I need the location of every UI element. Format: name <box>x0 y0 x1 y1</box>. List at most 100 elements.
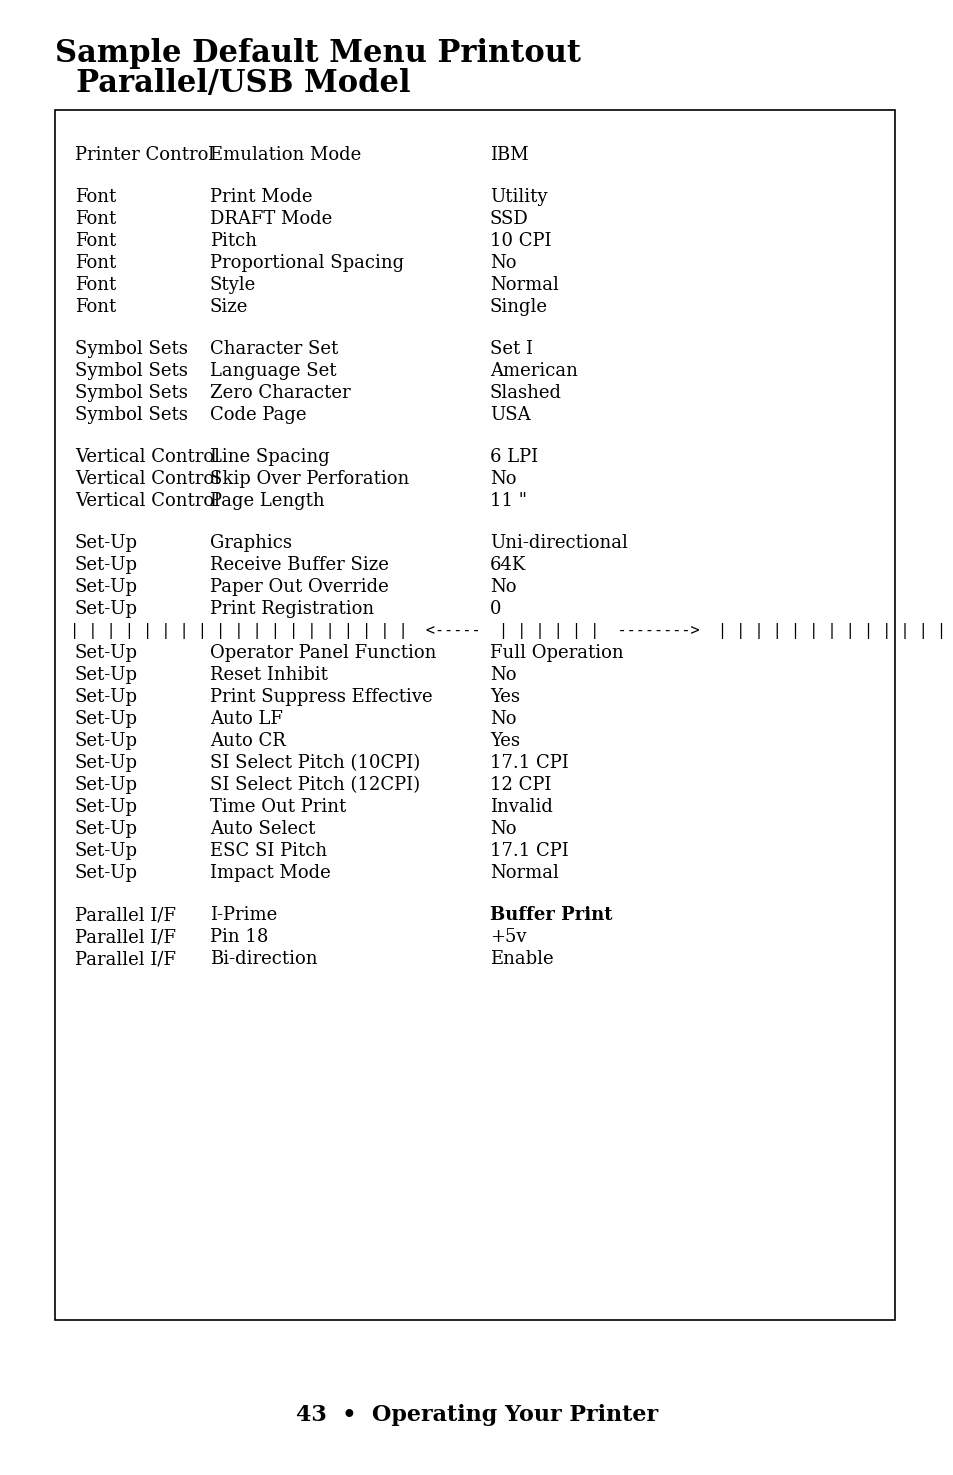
Text: 10 CPI: 10 CPI <box>490 232 551 249</box>
Text: Symbol Sets: Symbol Sets <box>75 406 188 423</box>
Text: IBM: IBM <box>490 146 528 164</box>
Text: Set I: Set I <box>490 341 533 358</box>
Text: Set-Up: Set-Up <box>75 709 138 729</box>
Text: Set-Up: Set-Up <box>75 754 138 771</box>
Text: Set-Up: Set-Up <box>75 798 138 816</box>
Text: SI Select Pitch (12CPI): SI Select Pitch (12CPI) <box>210 776 419 794</box>
Text: Yes: Yes <box>490 687 519 707</box>
Text: 6 LPI: 6 LPI <box>490 448 537 466</box>
Text: Font: Font <box>75 276 116 294</box>
Text: American: American <box>490 361 578 381</box>
Text: SSD: SSD <box>490 209 528 229</box>
Text: ESC SI Pitch: ESC SI Pitch <box>210 842 327 860</box>
Text: Uni-directional: Uni-directional <box>490 534 627 552</box>
Text: Symbol Sets: Symbol Sets <box>75 361 188 381</box>
Text: Parallel/USB Model: Parallel/USB Model <box>55 68 410 99</box>
Text: Set-Up: Set-Up <box>75 820 138 838</box>
Text: 11 ": 11 " <box>490 493 526 510</box>
Text: Symbol Sets: Symbol Sets <box>75 384 188 403</box>
Text: Style: Style <box>210 276 256 294</box>
Text: 17.1 CPI: 17.1 CPI <box>490 842 568 860</box>
Text: No: No <box>490 471 516 488</box>
Text: DRAFT Mode: DRAFT Mode <box>210 209 332 229</box>
Text: Invalid: Invalid <box>490 798 553 816</box>
Text: Vertical Control: Vertical Control <box>75 448 220 466</box>
Text: Skip Over Perforation: Skip Over Perforation <box>210 471 409 488</box>
Text: Normal: Normal <box>490 864 558 882</box>
Text: SI Select Pitch (10CPI): SI Select Pitch (10CPI) <box>210 754 420 771</box>
Text: Print Suppress Effective: Print Suppress Effective <box>210 687 432 707</box>
Text: I-Prime: I-Prime <box>210 906 277 923</box>
Text: Printer Control: Printer Control <box>75 146 214 164</box>
Text: Slashed: Slashed <box>490 384 561 403</box>
Text: Set-Up: Set-Up <box>75 556 138 574</box>
Text: Font: Font <box>75 254 116 271</box>
Text: Character Set: Character Set <box>210 341 338 358</box>
Bar <box>55 111 894 1320</box>
Text: No: No <box>490 578 516 596</box>
Text: Proportional Spacing: Proportional Spacing <box>210 254 404 271</box>
Text: Pin 18: Pin 18 <box>210 928 268 945</box>
Text: Parallel I/F: Parallel I/F <box>75 906 175 923</box>
Text: Parallel I/F: Parallel I/F <box>75 950 175 968</box>
Text: Font: Font <box>75 298 116 316</box>
Text: Graphics: Graphics <box>210 534 292 552</box>
Text: Set-Up: Set-Up <box>75 864 138 882</box>
Text: Set-Up: Set-Up <box>75 534 138 552</box>
Text: Auto CR: Auto CR <box>210 732 286 749</box>
Text: No: No <box>490 667 516 684</box>
Text: Set-Up: Set-Up <box>75 667 138 684</box>
Text: Receive Buffer Size: Receive Buffer Size <box>210 556 389 574</box>
Text: Auto LF: Auto LF <box>210 709 283 729</box>
Text: Full Operation: Full Operation <box>490 645 623 662</box>
Text: Vertical Control: Vertical Control <box>75 493 220 510</box>
Text: Font: Font <box>75 232 116 249</box>
Text: Code Page: Code Page <box>210 406 306 423</box>
Text: Normal: Normal <box>490 276 558 294</box>
Text: Sample Default Menu Printout: Sample Default Menu Printout <box>55 38 580 69</box>
Text: 0: 0 <box>490 600 501 618</box>
Text: Set-Up: Set-Up <box>75 645 138 662</box>
Text: +5v: +5v <box>490 928 526 945</box>
Text: Pitch: Pitch <box>210 232 256 249</box>
Text: 64K: 64K <box>490 556 526 574</box>
Text: Buffer Print: Buffer Print <box>490 906 612 923</box>
Text: Parallel I/F: Parallel I/F <box>75 928 175 945</box>
Text: Print Mode: Print Mode <box>210 187 313 206</box>
Text: Set-Up: Set-Up <box>75 842 138 860</box>
Text: Emulation Mode: Emulation Mode <box>210 146 361 164</box>
Text: Enable: Enable <box>490 950 553 968</box>
Text: No: No <box>490 254 516 271</box>
Text: Time Out Print: Time Out Print <box>210 798 346 816</box>
Text: Utility: Utility <box>490 187 547 206</box>
Text: 17.1 CPI: 17.1 CPI <box>490 754 568 771</box>
Text: Line Spacing: Line Spacing <box>210 448 330 466</box>
Text: Reset Inhibit: Reset Inhibit <box>210 667 328 684</box>
Text: Language Set: Language Set <box>210 361 336 381</box>
Text: Font: Font <box>75 209 116 229</box>
Text: Page Length: Page Length <box>210 493 324 510</box>
Text: 12 CPI: 12 CPI <box>490 776 551 794</box>
Text: No: No <box>490 820 516 838</box>
Text: USA: USA <box>490 406 530 423</box>
Text: Vertical Control: Vertical Control <box>75 471 220 488</box>
Text: Print Registration: Print Registration <box>210 600 374 618</box>
Text: Symbol Sets: Symbol Sets <box>75 341 188 358</box>
Text: No: No <box>490 709 516 729</box>
Text: Set-Up: Set-Up <box>75 600 138 618</box>
Text: Font: Font <box>75 187 116 206</box>
Text: Size: Size <box>210 298 248 316</box>
Text: Impact Mode: Impact Mode <box>210 864 331 882</box>
Text: Set-Up: Set-Up <box>75 687 138 707</box>
Text: | | | | | | | | | | | | | | | | | | |  <-----  | | | | | |  -------->  | | | | |: | | | | | | | | | | | | | | | | | | | <-… <box>70 622 953 639</box>
Text: Single: Single <box>490 298 547 316</box>
Text: Paper Out Override: Paper Out Override <box>210 578 388 596</box>
Text: Zero Character: Zero Character <box>210 384 351 403</box>
Text: Auto Select: Auto Select <box>210 820 315 838</box>
Text: Set-Up: Set-Up <box>75 776 138 794</box>
Text: Bi-direction: Bi-direction <box>210 950 317 968</box>
Text: 43  •  Operating Your Printer: 43 • Operating Your Printer <box>295 1404 658 1426</box>
Text: Operator Panel Function: Operator Panel Function <box>210 645 436 662</box>
Text: Set-Up: Set-Up <box>75 732 138 749</box>
Text: Yes: Yes <box>490 732 519 749</box>
